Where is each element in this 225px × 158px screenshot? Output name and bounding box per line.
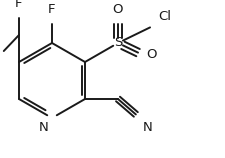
Text: F: F [48, 3, 56, 16]
Text: O: O [145, 49, 156, 61]
Text: N: N [39, 121, 49, 134]
Text: Cl: Cl [157, 10, 170, 23]
Text: S: S [113, 36, 122, 49]
Text: F: F [15, 0, 23, 10]
Text: O: O [112, 3, 123, 16]
Text: N: N [142, 121, 152, 134]
